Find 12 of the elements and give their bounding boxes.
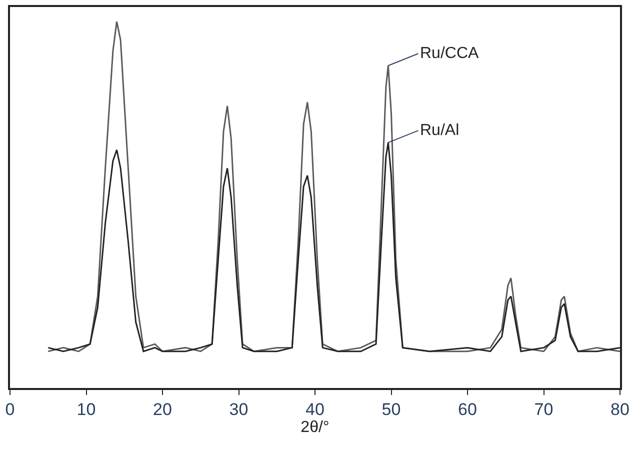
x-tick-label: 40: [306, 400, 324, 420]
annotation: Ru/CCA: [420, 45, 480, 62]
x-tick-label: 30: [229, 400, 248, 420]
x-tick-label: 70: [534, 400, 554, 420]
x-tick-label: 50: [382, 400, 401, 420]
x-tick-label: 0: [5, 400, 15, 420]
x-axis-title: 2θ/°: [300, 419, 330, 436]
x-tick-label: 20: [153, 400, 172, 420]
x-tick-label: 60: [458, 400, 477, 420]
annotation: Ru/Al: [420, 122, 460, 139]
x-tick-label: 80: [610, 400, 630, 420]
x-tick-label: 10: [76, 400, 96, 420]
